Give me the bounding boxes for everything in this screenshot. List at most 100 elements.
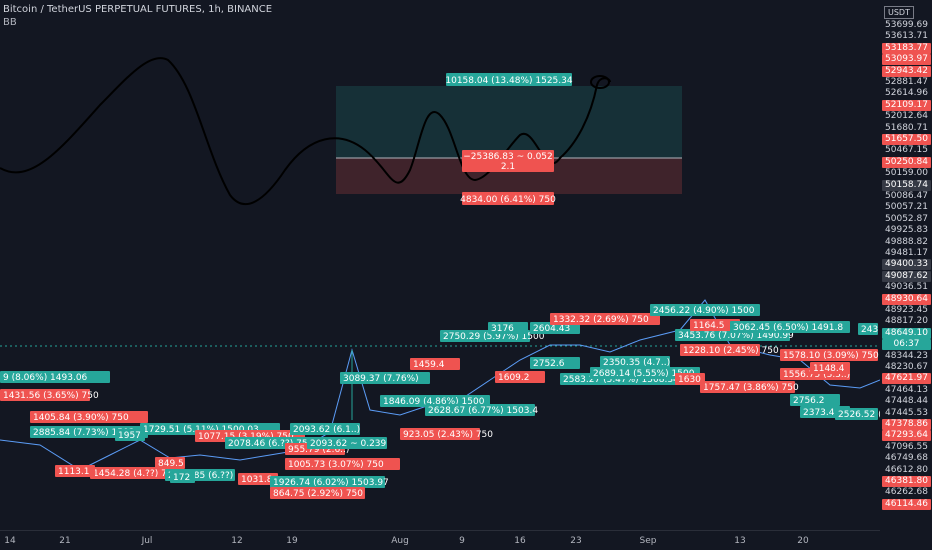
trade-label[interactable]: 2756.2: [790, 394, 840, 406]
trade-label-text: 2350.35 (4.7..): [603, 358, 670, 368]
trade-label-text: 1113.1: [58, 467, 90, 477]
price-tick: 47464.13: [885, 384, 928, 395]
trade-label[interactable]: 1164.5: [690, 319, 740, 331]
measure-bottom-label[interactable]: 4834.00 (6.41%) 750: [460, 192, 556, 205]
symbol-title[interactable]: Bitcoin / TetherUS PERPETUAL FUTURES, 1h…: [3, 4, 273, 15]
trade-label[interactable]: 1757.47 (3.86%) 750: [700, 381, 799, 393]
time-tick: 21: [59, 536, 71, 546]
trade-label[interactable]: 1405.84 (3.90%) 750: [30, 411, 148, 423]
trade-label[interactable]: 1630: [675, 373, 705, 385]
price-tick: 53183.77: [882, 42, 931, 54]
trade-label[interactable]: 172: [170, 471, 195, 483]
trade-label[interactable]: 2350.35 (4.7..): [600, 356, 670, 368]
trade-label-text: 2456.22 (4.90%) 1500: [653, 306, 755, 316]
price-tick: 50052.87: [885, 213, 928, 224]
indicator-label[interactable]: BB: [3, 17, 17, 28]
price-tick: 49087.62: [882, 270, 931, 282]
trade-label[interactable]: 1459.4: [410, 358, 460, 370]
time-tick: 14: [4, 536, 16, 546]
trade-label-text: 1578.10 (3.09%) 750: [783, 351, 879, 361]
price-tick: 46262.68: [885, 487, 928, 498]
time-axis[interactable]: 14 21 Jul 12 19 Aug 9 16 23 Sep 13 20: [0, 530, 880, 550]
trade-label[interactable]: 9 (8.06%) 1493.06: [0, 371, 110, 383]
time-tick: 20: [797, 536, 809, 546]
price-tick: 47445.53: [885, 407, 928, 418]
price-tick: 53093.97: [882, 54, 931, 66]
trade-label[interactable]: 1031.8: [238, 473, 278, 485]
trade-label[interactable]: 1578.10 (3.09%) 750: [780, 349, 879, 361]
trade-label[interactable]: 1148.4: [810, 362, 850, 374]
trade-label[interactable]: 2752.6: [530, 357, 580, 369]
measure-mid-label[interactable]: −25386.83 ~ 0.052 2.1: [462, 150, 554, 172]
price-tick: 48930.64: [882, 293, 931, 305]
price-tick: 50057.21: [885, 202, 928, 213]
trade-label[interactable]: 1005.73 (3.07%) 750: [285, 458, 400, 470]
trade-label-text: 3176: [491, 324, 514, 334]
trade-label-text: 2885.84 (7.73%) 1503: [33, 428, 134, 438]
trade-label-text: 849.5: [158, 459, 184, 469]
trade-label[interactable]: 1609.2: [495, 371, 545, 383]
trade-label[interactable]: 849.5: [155, 457, 185, 469]
trade-label[interactable]: 3089.37 (7.76%): [340, 372, 430, 384]
trade-label[interactable]: 1113.1: [55, 465, 95, 477]
price-tick: 50159.00: [885, 168, 928, 179]
trade-label-text: 1164.5: [693, 321, 725, 331]
price-tick: 48649.10: [882, 327, 931, 339]
chart-plot[interactable]: 10158.04 (13.48%) 1525.34 −25386.83 ~ 0.…: [0, 0, 880, 530]
trade-label[interactable]: 243: [858, 323, 878, 335]
price-tick: 50158.74: [882, 179, 931, 191]
price-tick: 52109.17: [882, 99, 931, 111]
time-tick: Sep: [639, 536, 657, 546]
trade-label[interactable]: 3062.45 (6.50%) 1491.8: [730, 321, 850, 333]
trade-label-text: 923.05 (2.43%) 750: [403, 430, 493, 440]
measure-mid-text-1: −25386.83 ~ 0.052: [463, 152, 553, 162]
trade-label[interactable]: 3176: [488, 322, 528, 334]
trade-label[interactable]: 2526.52 (5..): [835, 408, 880, 420]
trade-label[interactable]: 2093.62 (6.1..): [290, 423, 360, 435]
trade-label[interactable]: 2628.67 (6.77%) 1503.4: [425, 404, 538, 416]
price-tick: 46749.68: [885, 453, 928, 464]
trade-label-text: 2604.43: [533, 324, 570, 334]
time-tick: Jul: [141, 536, 153, 546]
trade-label-text: 1431.56 (3.65%) 750: [3, 391, 99, 401]
price-tick: 47293.64: [882, 430, 931, 442]
price-tick: 52943.42: [882, 65, 931, 77]
chart-header: Bitcoin / TetherUS PERPETUAL FUTURES, 1h…: [3, 3, 272, 29]
price-tick: 52881.47: [885, 77, 928, 87]
price-axis[interactable]: USDT 53699.69 53613.71 53183.77 53093.97 529…: [880, 0, 932, 530]
measure-top-text: 10158.04 (13.48%) 1525.34: [445, 76, 572, 86]
trade-label[interactable]: 2093.62 ~ 0.239: [307, 437, 387, 449]
trade-label[interactable]: 1228.10 (2.45%) 750: [680, 344, 779, 356]
trade-label-text: 1405.84 (3.90%) 750: [33, 413, 129, 423]
profit-zone[interactable]: [336, 86, 682, 158]
time-tick: 19: [286, 536, 298, 546]
time-tick: 13: [734, 536, 746, 546]
price-tick: 49036.51: [885, 282, 928, 293]
price-tick: 52614.96: [885, 88, 928, 99]
currency-badge[interactable]: USDT: [884, 6, 914, 19]
trade-label[interactable]: 1926.74 (6.02%) 1503.97: [270, 476, 389, 488]
measure-top-label[interactable]: 10158.04 (13.48%) 1525.34: [445, 73, 573, 86]
price-tick: 50086.47: [885, 191, 928, 201]
trade-label[interactable]: 2689.14 (5.55%) 1500: [590, 367, 700, 379]
trade-label[interactable]: 2456.22 (4.90%) 1500: [650, 304, 760, 316]
price-tick: 47621.97: [882, 373, 931, 385]
trade-label[interactable]: 864.75 (2.92%) 750: [270, 487, 365, 499]
trade-label-text: 1454.28 (4.??) 750: [93, 469, 179, 479]
trade-label[interactable]: 1431.56 (3.65%) 750: [0, 389, 99, 401]
trade-label-text: 2290.85 (6.??): [168, 471, 233, 481]
price-tick: 48817.20: [885, 316, 928, 327]
trade-label[interactable]: 1454.28 (4.??) 750: [90, 467, 179, 479]
trade-label-text: 1228.10 (2.45%) 750: [683, 346, 779, 356]
price-tick: 06:37: [882, 339, 931, 351]
trade-label-text: 2583.27 (5.47%) 1508.34: [563, 375, 679, 385]
trade-label-text: 2093.62 (6.1..): [293, 425, 360, 435]
trade-label-text: 1332.32 (2.69%) 750: [553, 315, 649, 325]
trade-label[interactable]: 923.05 (2.43%) 750: [400, 428, 493, 440]
trade-label-text: 1459.4: [413, 360, 445, 370]
trade-labels: 9 (8.06%) 1493.06 1431.56 (3.65%) 750 1405…: [0, 304, 880, 499]
trade-label-text: 2689.14 (5.55%) 1500: [593, 369, 695, 379]
trade-label[interactable]: 1957: [115, 429, 145, 441]
trade-label[interactable]: 1332.32 (2.69%) 750: [550, 313, 660, 325]
